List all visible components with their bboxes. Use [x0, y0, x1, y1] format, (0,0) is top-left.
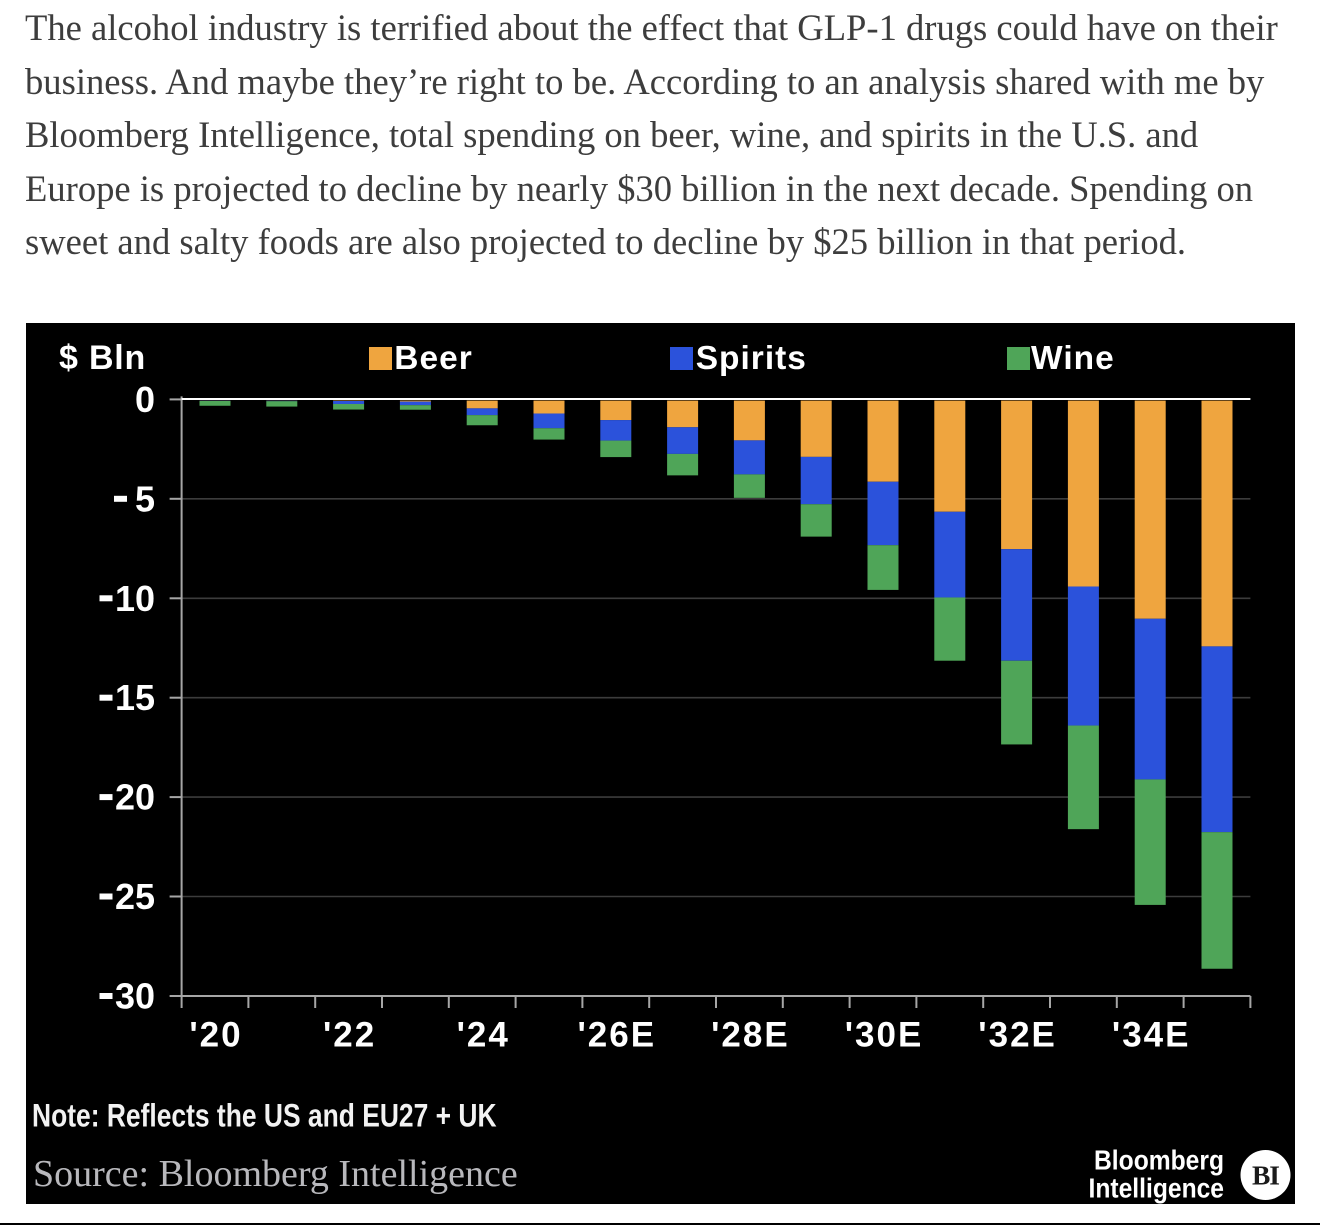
- svg-text:'22: '22: [323, 1016, 376, 1055]
- svg-text:Bloomberg: Bloomberg: [1094, 1144, 1224, 1176]
- svg-text:BI: BI: [1252, 1160, 1279, 1191]
- svg-text:Intelligence: Intelligence: [1089, 1172, 1224, 1204]
- svg-text:10: 10: [115, 578, 155, 619]
- svg-text:5: 5: [135, 478, 155, 519]
- svg-text:'30E: '30E: [845, 1016, 924, 1055]
- svg-text:'24: '24: [457, 1016, 510, 1055]
- svg-text:Spirits: Spirits: [696, 340, 807, 377]
- svg-text:30: 30: [115, 976, 155, 1017]
- svg-text:0: 0: [135, 379, 155, 420]
- svg-text:25: 25: [115, 876, 155, 917]
- svg-text:Source: Bloomberg Intelligence: Source: Bloomberg Intelligence: [33, 1153, 518, 1195]
- svg-text:'20: '20: [189, 1016, 242, 1055]
- svg-text:Note: Reflects the US and EU27: Note: Reflects the US and EU27 + UK: [32, 1098, 497, 1134]
- svg-text:$ Bln: $ Bln: [59, 339, 146, 377]
- svg-text:'28E: '28E: [711, 1016, 790, 1055]
- svg-text:20: 20: [115, 777, 155, 818]
- svg-text:'26E: '26E: [577, 1016, 656, 1055]
- svg-text:Beer: Beer: [394, 340, 473, 377]
- svg-text:Wine: Wine: [1031, 340, 1115, 377]
- svg-text:'34E: '34E: [1112, 1016, 1191, 1055]
- svg-text:15: 15: [115, 677, 155, 718]
- svg-text:'32E: '32E: [978, 1016, 1057, 1055]
